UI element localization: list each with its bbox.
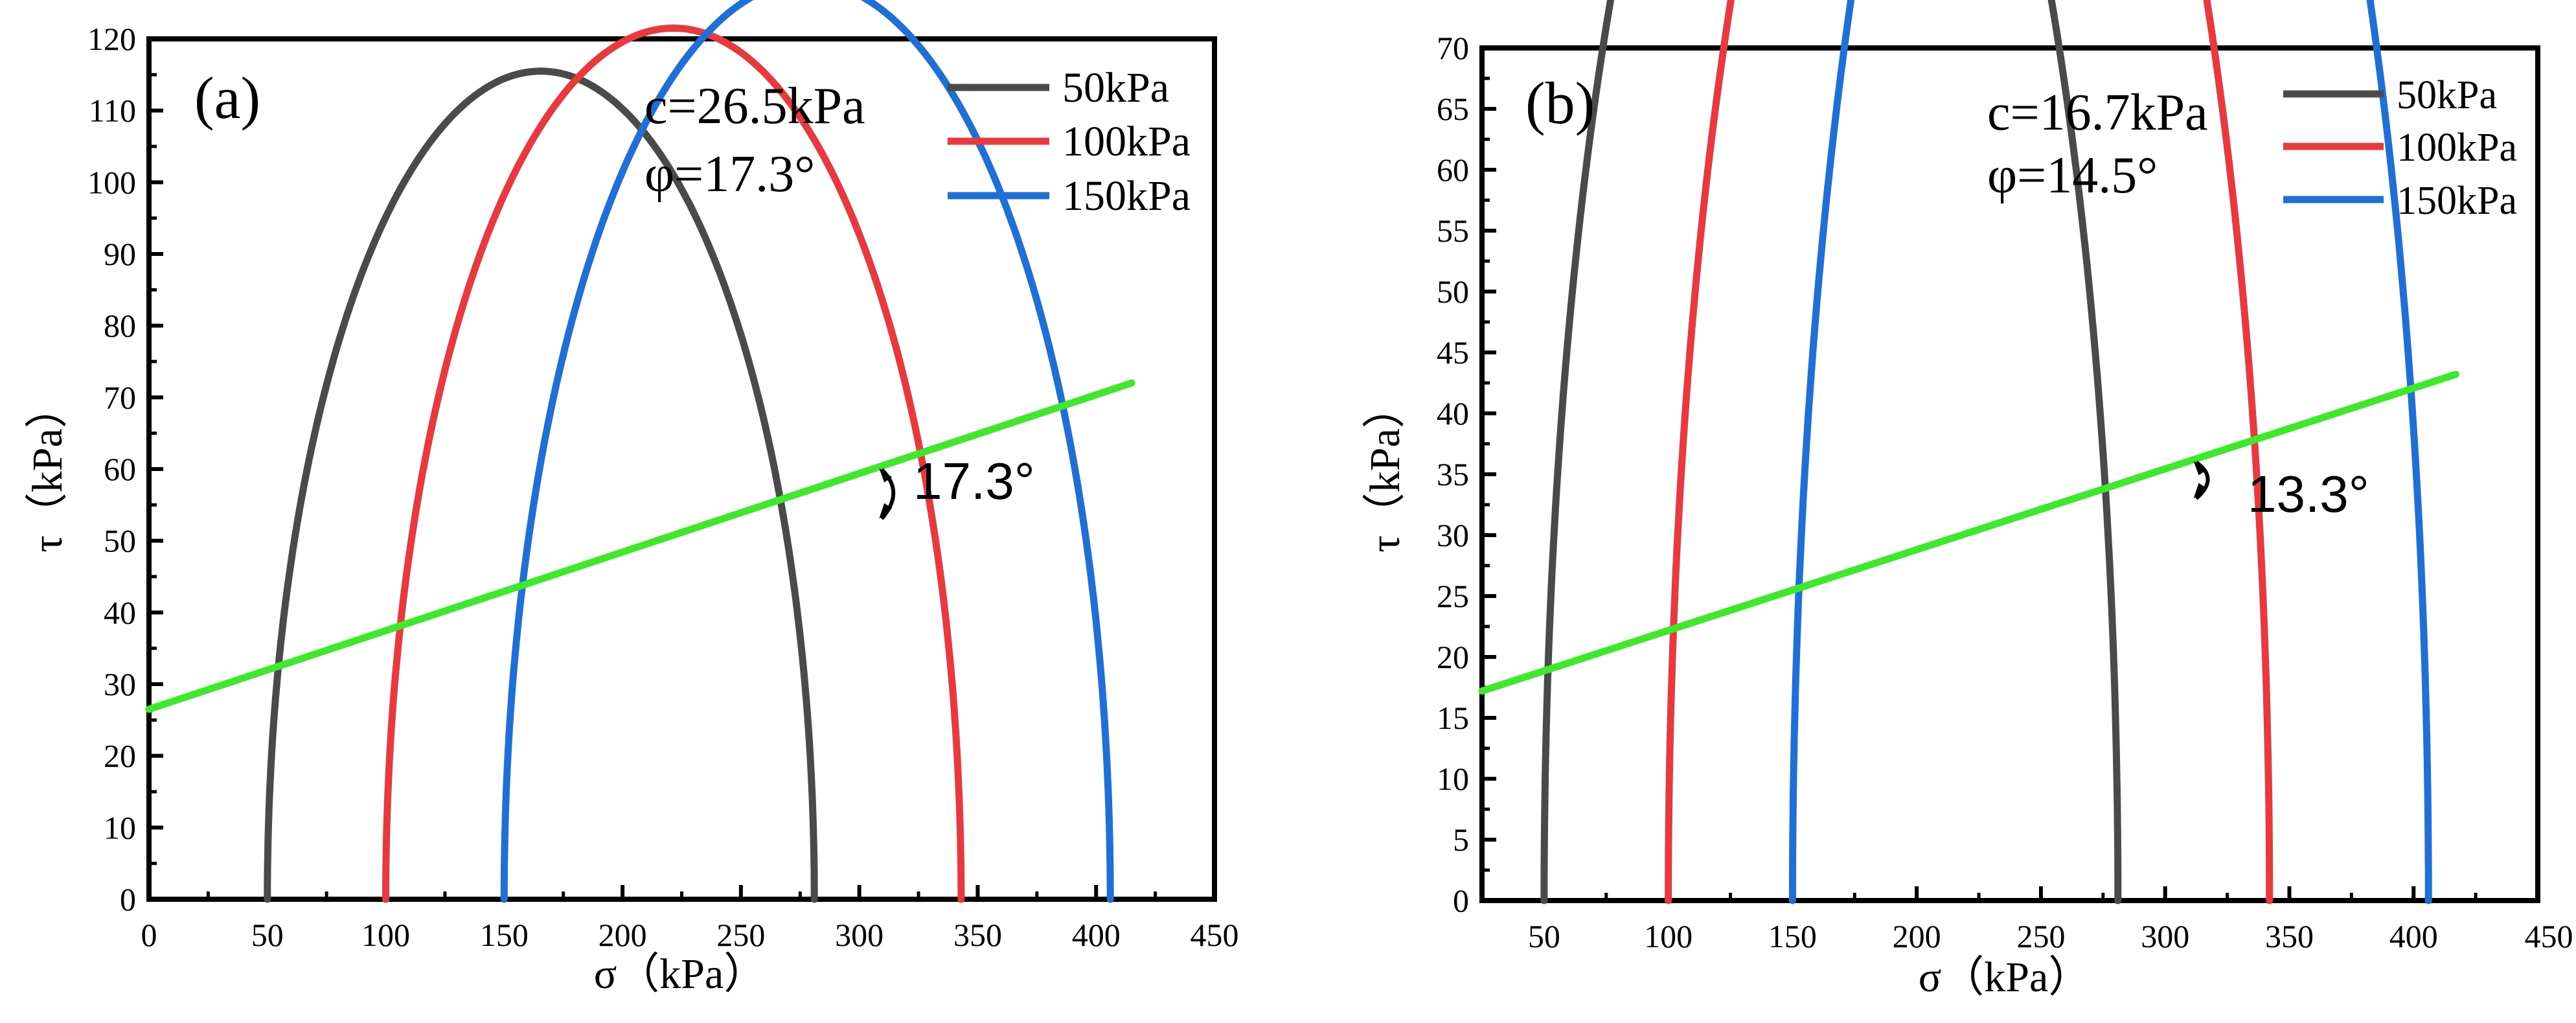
friction-angle-label-b: φ=14.5° xyxy=(1987,147,2158,204)
y-tick-label: 0 xyxy=(1453,882,1469,919)
mohr-circle-100kpa-b xyxy=(1665,0,2274,904)
x-axis-title-a: σ（kPa） xyxy=(594,950,767,998)
y-tick-label: 65 xyxy=(1437,91,1469,127)
y-axis-title-a: τ（kPa） xyxy=(24,385,71,553)
panel-a: 0 50 100 150 200 250 300 350 400 450 0 10 20 30 40 50 60… xyxy=(24,0,1239,998)
x-tick-label: 250 xyxy=(716,917,765,953)
y-tick-label: 45 xyxy=(1437,334,1469,371)
x-tick-label: 450 xyxy=(2525,918,2573,954)
legend-label-50kpa-a: 50kPa xyxy=(1062,64,1169,111)
legend-a: 50kPa 100kPa 150kPa xyxy=(948,64,1191,220)
x-tick-label: 200 xyxy=(1893,918,1941,954)
series-b xyxy=(1478,0,2459,904)
x-tick-label: 100 xyxy=(1644,918,1693,954)
y-tick-label: 40 xyxy=(104,594,136,630)
y-tick-label: 90 xyxy=(104,236,136,272)
y-tick-label: 30 xyxy=(104,666,136,702)
series-a xyxy=(145,0,1135,903)
angle-annotation-b: 13.3° xyxy=(2248,465,2369,523)
x-tick-label: 300 xyxy=(2141,918,2189,954)
y-tick-label: 10 xyxy=(1437,761,1469,797)
legend-label-100kpa-b: 100kPa xyxy=(2397,126,2517,170)
x-tick-label: 150 xyxy=(480,917,529,953)
y-tick-label: 20 xyxy=(1437,639,1469,675)
y-tick-label: 0 xyxy=(120,881,136,917)
y-tick-label: 10 xyxy=(104,809,136,845)
y-tick-label: 60 xyxy=(1437,152,1469,188)
x-tick-label: 250 xyxy=(2016,918,2065,954)
x-tick-label: 450 xyxy=(1191,917,1239,953)
axis-ticks-b: 50 100 150 200 250 300 350 400 450 0 5 10 15 20 25 30 35… xyxy=(1437,30,2573,954)
x-tick-label: 400 xyxy=(2389,918,2438,954)
friction-angle-label-a: φ=17.3° xyxy=(644,146,815,203)
y-tick-label: 55 xyxy=(1437,213,1469,249)
y-tick-label: 50 xyxy=(104,523,136,559)
legend-b: 50kPa 100kPa 150kPa xyxy=(2283,73,2517,223)
axis-ticks-a: 0 50 100 150 200 250 300 350 400 450 0 10 20 30 40 50 60… xyxy=(87,21,1239,953)
mohr-circle-50kpa-a xyxy=(264,67,818,903)
panel-label-a: (a) xyxy=(194,65,260,131)
y-tick-label: 60 xyxy=(104,451,136,487)
x-axis-title-b: σ（kPa） xyxy=(1919,954,2092,1001)
x-tick-label: 50 xyxy=(1528,918,1560,954)
x-tick-label: 50 xyxy=(251,917,284,953)
y-tick-label: 35 xyxy=(1437,456,1469,492)
y-tick-label: 70 xyxy=(1437,30,1469,66)
mohr-circle-150kpa-b xyxy=(1788,0,2432,904)
angle-arc-b xyxy=(2194,461,2210,500)
x-tick-label: 400 xyxy=(1072,917,1121,953)
y-tick-label: 15 xyxy=(1437,700,1469,736)
y-tick-label: 25 xyxy=(1437,578,1469,614)
legend-label-50kpa-b: 50kPa xyxy=(2397,73,2497,117)
legend-label-150kpa-b: 150kPa xyxy=(2397,179,2517,223)
x-tick-label: 350 xyxy=(2265,918,2314,954)
x-tick-label: 150 xyxy=(1768,918,1817,954)
y-tick-label: 50 xyxy=(1437,273,1469,310)
angle-arrow-bottom-a xyxy=(879,503,893,519)
y-tick-label: 40 xyxy=(1437,395,1469,431)
mohr-circle-100kpa-a xyxy=(382,24,965,903)
y-tick-label: 30 xyxy=(1437,517,1469,553)
cohesion-label-a: c=26.5kPa xyxy=(644,78,865,135)
cohesion-label-b: c=16.7kPa xyxy=(1987,84,2208,141)
panel-label-b: (b) xyxy=(1525,70,1595,136)
y-tick-label: 120 xyxy=(87,21,136,57)
x-tick-label: 350 xyxy=(953,917,1002,953)
y-tick-label: 80 xyxy=(104,308,136,344)
failure-envelope-a xyxy=(145,379,1135,713)
y-tick-label: 110 xyxy=(89,93,136,129)
x-tick-label: 300 xyxy=(835,917,883,953)
y-tick-label: 100 xyxy=(87,164,136,200)
x-tick-label: 100 xyxy=(361,917,410,953)
y-tick-label: 20 xyxy=(104,738,136,774)
legend-label-100kpa-a: 100kPa xyxy=(1062,118,1191,165)
mohr-circle-150kpa-a xyxy=(500,0,1114,903)
panel-b: 50 100 150 200 250 300 350 400 450 0 5 10 15 20 25 30 35… xyxy=(1362,0,2573,1001)
y-axis-title-b: τ（kPa） xyxy=(1362,385,1409,553)
angle-arrow-top-a xyxy=(879,468,893,483)
y-tick-label: 70 xyxy=(104,379,136,415)
x-tick-label: 200 xyxy=(598,917,647,953)
legend-label-150kpa-a: 150kPa xyxy=(1062,172,1191,220)
y-tick-label: 5 xyxy=(1453,822,1469,858)
angle-arrow-top-b xyxy=(2193,461,2207,476)
mohr-circle-50kpa-b xyxy=(1540,0,2122,904)
x-tick-label: 0 xyxy=(141,917,157,953)
angle-annotation-a: 17.3° xyxy=(913,452,1035,510)
failure-envelope-b xyxy=(1478,371,2459,695)
angle-arrow-bottom-b xyxy=(2193,483,2207,499)
